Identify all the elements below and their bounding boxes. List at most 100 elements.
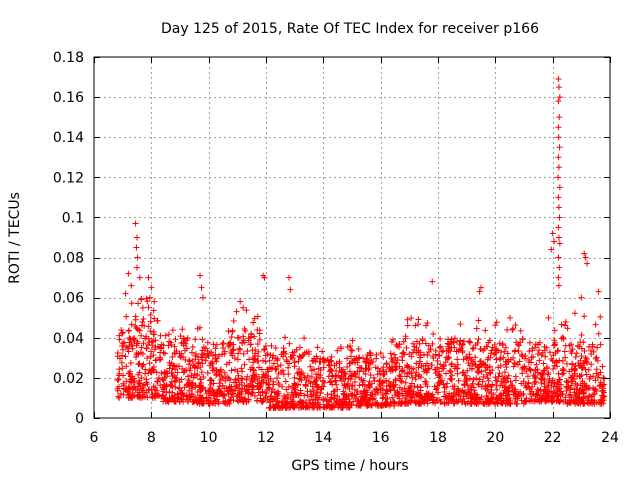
data-point — [351, 379, 358, 386]
data-point — [127, 394, 134, 401]
data-point — [556, 264, 563, 271]
data-point — [338, 368, 345, 375]
data-point — [310, 391, 317, 398]
x-axis-label: GPS time / hours — [291, 458, 408, 474]
data-point — [256, 330, 263, 337]
data-point — [445, 354, 452, 361]
data-point — [551, 389, 558, 396]
data-point — [363, 392, 370, 399]
data-point — [381, 400, 388, 407]
data-point — [593, 370, 600, 377]
data-point — [160, 342, 167, 349]
data-point — [512, 377, 519, 384]
data-point — [536, 347, 543, 354]
data-point — [569, 346, 576, 353]
data-point — [501, 387, 508, 394]
data-point — [306, 404, 313, 411]
data-point — [252, 350, 259, 357]
data-point — [328, 353, 335, 360]
data-point — [449, 372, 456, 379]
data-point — [314, 404, 321, 411]
data-point — [544, 389, 551, 396]
data-point — [380, 354, 387, 361]
data-point — [403, 373, 410, 380]
data-point — [545, 314, 552, 321]
data-point — [181, 384, 188, 391]
data-point — [429, 278, 436, 285]
data-point — [176, 395, 183, 402]
data-point — [577, 357, 584, 364]
data-point — [167, 362, 174, 369]
data-point — [128, 300, 135, 307]
data-point — [145, 323, 152, 330]
data-point — [502, 400, 509, 407]
data-point — [495, 364, 502, 371]
data-point — [428, 361, 435, 368]
data-point — [405, 363, 412, 370]
data-point — [563, 383, 570, 390]
data-point — [125, 383, 132, 390]
data-point — [146, 339, 153, 346]
data-point — [574, 342, 581, 349]
data-point — [581, 250, 588, 257]
data-point — [393, 341, 400, 348]
data-point — [533, 361, 540, 368]
data-point — [492, 322, 499, 329]
data-point — [524, 373, 531, 380]
data-point — [437, 335, 444, 342]
data-point — [279, 383, 286, 390]
data-point — [350, 398, 357, 405]
data-point — [546, 375, 553, 382]
data-point — [595, 330, 602, 337]
data-point — [274, 363, 281, 370]
data-point — [492, 349, 499, 356]
data-point — [239, 398, 246, 405]
data-point — [114, 377, 121, 384]
data-point — [131, 392, 138, 399]
y-tick-label: 0.18 — [53, 50, 84, 66]
data-point — [571, 367, 578, 374]
data-point — [199, 385, 206, 392]
data-point — [551, 327, 558, 334]
data-point — [311, 366, 318, 373]
data-point — [160, 377, 167, 384]
data-point — [348, 347, 355, 354]
data-point — [301, 335, 308, 342]
data-point — [377, 382, 384, 389]
data-point — [517, 327, 524, 334]
data-point — [297, 387, 304, 394]
data-point — [199, 336, 206, 343]
data-point — [415, 316, 422, 323]
data-point — [269, 364, 276, 371]
data-point — [510, 363, 517, 370]
data-point — [523, 384, 530, 391]
data-point — [199, 356, 206, 363]
data-point — [245, 389, 252, 396]
data-point — [187, 365, 194, 372]
data-point — [536, 357, 543, 364]
data-point — [479, 361, 486, 368]
data-point — [310, 357, 317, 364]
data-point — [120, 380, 127, 387]
data-point — [542, 398, 549, 405]
data-point — [541, 347, 548, 354]
data-point — [221, 348, 228, 355]
data-point — [507, 314, 514, 321]
data-point — [289, 349, 296, 356]
data-point — [273, 366, 280, 373]
data-point — [238, 365, 245, 372]
data-point — [155, 374, 162, 381]
data-point — [429, 353, 436, 360]
data-point — [148, 348, 155, 355]
data-point — [556, 214, 563, 221]
data-point — [572, 354, 579, 361]
data-point — [556, 114, 563, 121]
data-point — [505, 385, 512, 392]
data-point — [447, 375, 454, 382]
data-point — [570, 398, 577, 405]
data-point — [504, 392, 511, 399]
data-point — [593, 354, 600, 361]
data-point — [540, 360, 547, 367]
data-point — [460, 356, 467, 363]
data-point — [419, 336, 426, 343]
